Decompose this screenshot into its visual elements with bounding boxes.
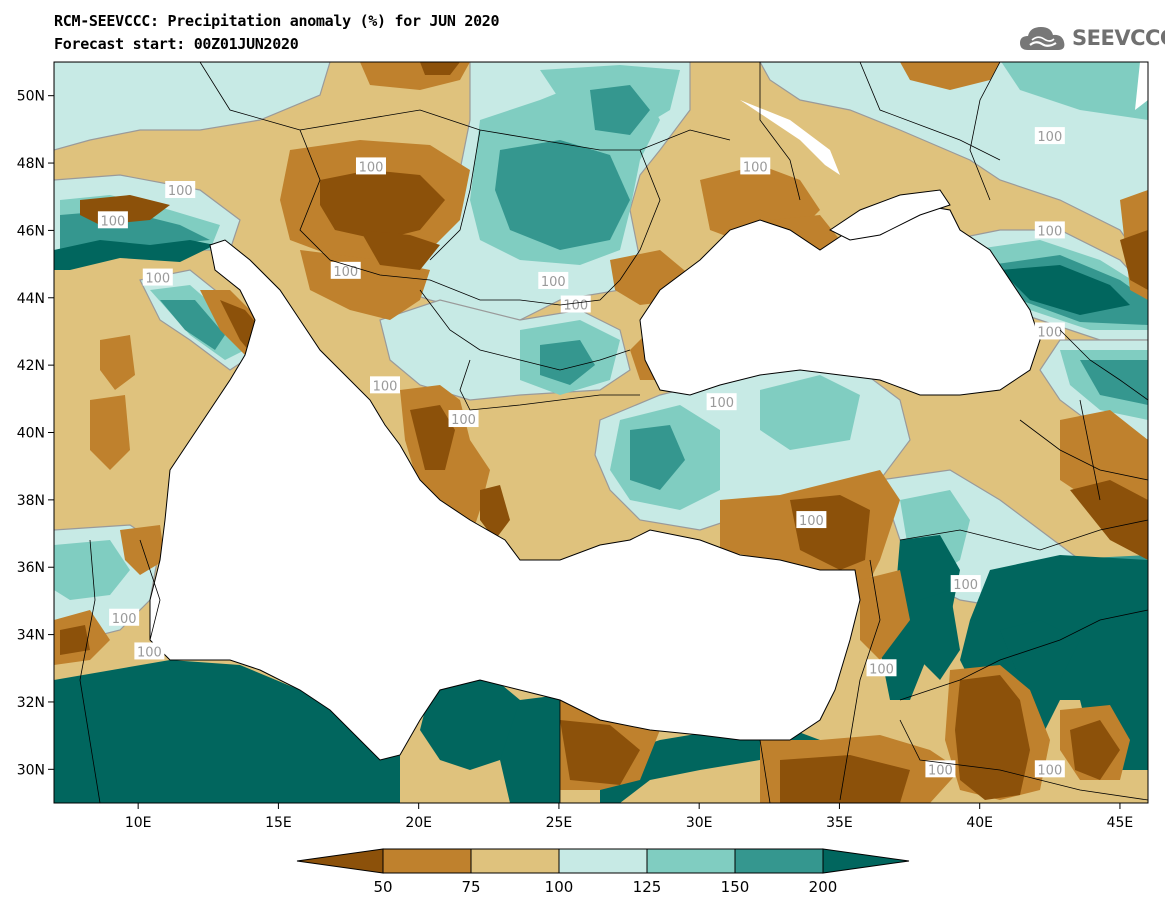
colorbar-segment-below-50 [296, 848, 384, 874]
contour-label: 100 [706, 393, 737, 411]
y-tick-label: 48N [17, 156, 45, 172]
anomaly-field: 100 100 100 100 100 100 100 100 100 100 100 100 100 1… [54, 62, 1148, 803]
y-tick-label: 50N [17, 89, 45, 105]
country-borders [79, 62, 1148, 803]
x-tick-label: 20E [405, 815, 432, 831]
svg-text:100: 100 [563, 299, 588, 314]
x-tick-label: 40E [966, 815, 993, 831]
svg-text:100: 100 [1037, 224, 1062, 239]
y-tick-label: 44N [17, 291, 45, 307]
contour-label: 100 [142, 268, 173, 287]
contour-label: 100 [134, 642, 165, 660]
y-tick-label: 46N [17, 223, 45, 239]
svg-text:100: 100 [928, 763, 953, 778]
colorbar-segment-100-125 [558, 848, 648, 874]
contour-label: 100 [950, 575, 981, 593]
contour-label: 100 [97, 211, 128, 229]
svg-text:100: 100 [359, 160, 384, 175]
svg-text:100: 100 [333, 265, 358, 280]
colorbar-segment-75-100 [470, 848, 560, 874]
contour-label: 100 [370, 376, 401, 394]
svg-text:100: 100 [953, 578, 978, 593]
svg-text:100: 100 [1037, 763, 1062, 778]
contour-label: 100 [796, 511, 827, 529]
y-tick-label: 32N [17, 695, 45, 711]
logo-text: SEEVCCC [1072, 26, 1165, 50]
x-tick-label: 45E [1107, 815, 1134, 831]
svg-text:100: 100 [137, 645, 162, 660]
contour-label: 100 [1034, 221, 1065, 239]
colorbar-segment-125-150 [646, 848, 736, 874]
y-tick-label: 30N [17, 762, 45, 778]
svg-text:100: 100 [1037, 325, 1062, 340]
x-tick-label: 35E [826, 815, 853, 831]
x-axis: 10E 15E 20E 25E 30E 35E 40E 45E [125, 803, 1133, 831]
colorbar: 50 75 100 125 150 200 [296, 848, 910, 896]
cloud-logo-icon [1020, 27, 1065, 50]
contour-labels: 100 100 100 100 100 100 100 100 100 100 100 100 100 1… [97, 127, 1065, 778]
contour-label: 100 [1034, 760, 1065, 778]
contour-label: 100 [448, 410, 479, 428]
x-tick-label: 25E [546, 815, 573, 831]
contour-label: 100 [925, 760, 956, 778]
contour-label: 100 [866, 659, 897, 677]
svg-text:100: 100 [541, 275, 566, 290]
forecast-start-subtitle: Forecast start: 00Z01JUN2020 [54, 35, 299, 53]
colorbar-level-label: 150 [721, 878, 750, 896]
svg-text:100: 100 [743, 160, 768, 175]
y-tick-label: 34N [17, 628, 45, 644]
contour-label: 100 [560, 295, 591, 314]
y-tick-label: 36N [17, 560, 45, 576]
svg-text:100: 100 [100, 214, 125, 229]
x-tick-label: 30E [686, 815, 713, 831]
svg-text:100: 100 [709, 396, 734, 411]
x-tick-label: 15E [265, 815, 292, 831]
contour-label: 100 [355, 157, 386, 175]
svg-text:100: 100 [112, 612, 137, 627]
y-axis: 50N 48N 46N 44N 42N 40N 38N 36N 34N 32N 30N [17, 89, 54, 778]
svg-text:100: 100 [373, 379, 398, 394]
contour-label: 100 [1034, 127, 1065, 145]
reservoir [740, 100, 840, 175]
svg-text:100: 100 [168, 184, 193, 199]
x-tick-label: 10E [125, 815, 152, 831]
colorbar-segment-above-200 [822, 848, 910, 874]
caspian-sea [1135, 62, 1148, 110]
field-below-50 [60, 62, 1148, 803]
y-tick-label: 38N [17, 493, 45, 509]
svg-text:100: 100 [799, 514, 824, 529]
colorbar-level-label: 100 [545, 878, 574, 896]
colorbar-level-label: 50 [373, 878, 392, 896]
colorbar-segment-50-75 [382, 848, 472, 874]
colorbar-segment-150-200 [734, 848, 824, 874]
colorbar-level-label: 75 [461, 878, 480, 896]
contour-label: 100 [165, 180, 196, 199]
map-title: RCM-SEEVCCC: Precipitation anomaly (%) f… [54, 12, 500, 30]
y-tick-label: 40N [17, 426, 45, 442]
colorbar-level-label: 200 [809, 878, 838, 896]
contour-label: 100 [740, 157, 771, 175]
y-tick-label: 42N [17, 358, 45, 374]
svg-text:100: 100 [869, 662, 894, 677]
contour-label: 100 [1034, 322, 1065, 340]
seas [149, 189, 1041, 761]
contour-label: 100 [109, 608, 140, 627]
svg-text:100: 100 [145, 272, 170, 287]
svg-text:100: 100 [451, 413, 476, 428]
contour-label: 100 [330, 261, 361, 280]
svg-text:100: 100 [1037, 130, 1062, 145]
contour-label: 100 [538, 271, 569, 290]
seevccc-logo: SEEVCCC [1018, 22, 1165, 56]
colorbar-level-label: 125 [633, 878, 662, 896]
